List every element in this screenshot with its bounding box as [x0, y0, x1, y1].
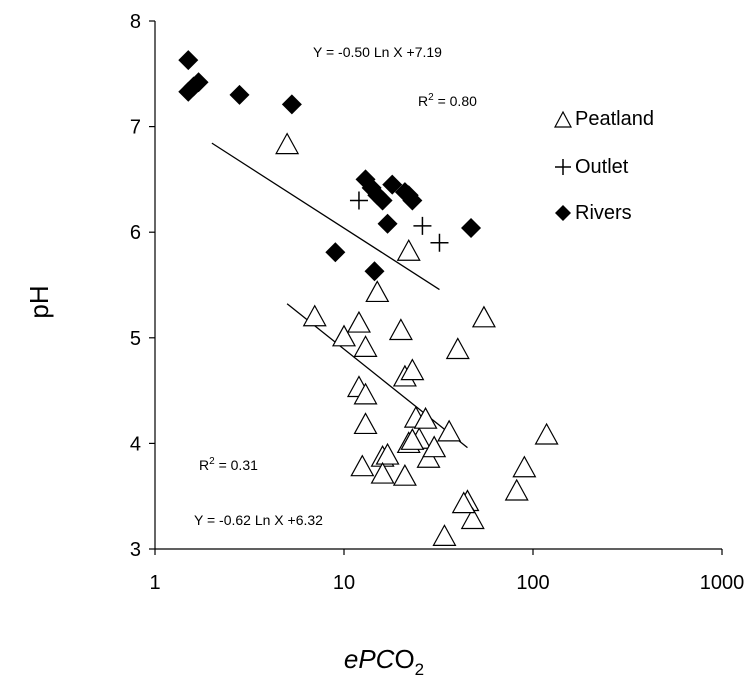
- peatland-point: [331, 324, 357, 347]
- peatland-point: [353, 382, 378, 405]
- legend-label-peatland: Peatland: [575, 108, 654, 130]
- y-tick-label: 6: [130, 222, 141, 244]
- peatland-point: [504, 478, 529, 501]
- river-point: [281, 94, 302, 115]
- legend-item-rivers: Rivers: [555, 202, 632, 224]
- peatland-point: [302, 304, 327, 327]
- legend-plus-marker: [555, 159, 571, 175]
- river-point: [461, 217, 482, 238]
- peatland-point: [365, 280, 390, 303]
- peatland-point: [413, 406, 438, 429]
- x-axis-title: ePCO2: [344, 644, 424, 679]
- peatland-point: [375, 442, 400, 465]
- peatland-point: [400, 358, 425, 381]
- y-tick-label: 8: [130, 11, 141, 33]
- r-squared-lower: R2 = 0.31: [199, 456, 258, 473]
- y-tick-label: 4: [130, 433, 141, 455]
- river-point: [229, 84, 250, 105]
- peatland-point: [350, 454, 375, 477]
- legend-item-peatland: Peatland: [554, 108, 654, 130]
- peatland-point: [346, 310, 371, 333]
- peatland-point: [392, 463, 417, 486]
- y-tick-label: 7: [130, 117, 141, 139]
- peatland-point: [437, 419, 462, 442]
- peatland-point: [460, 507, 485, 530]
- river-point: [364, 261, 385, 282]
- x-tick-label: 1000: [700, 572, 745, 594]
- river-point: [188, 72, 209, 93]
- peatland-point: [353, 335, 378, 357]
- peatland-point: [388, 318, 413, 341]
- river-point: [377, 213, 398, 234]
- peatland-point: [512, 455, 537, 478]
- peatland-point: [400, 428, 425, 450]
- peatland-point: [432, 524, 457, 546]
- x-tick-label: 10: [333, 572, 355, 594]
- river-point: [325, 242, 346, 263]
- trendline: [211, 142, 440, 291]
- series-peatland: [275, 132, 559, 546]
- legend-triangle-marker: [554, 110, 572, 128]
- r-squared-upper: R2 = 0.80: [418, 92, 477, 109]
- peatland-point: [275, 132, 300, 155]
- outlet-point: [430, 233, 449, 252]
- trendlines: [211, 142, 468, 449]
- peatland-point: [370, 461, 395, 484]
- legend-diamond-marker: [555, 205, 571, 221]
- river-point: [178, 50, 199, 71]
- plot-axes: [154, 21, 722, 550]
- data-points: [178, 50, 559, 546]
- river-point: [372, 190, 393, 211]
- series-rivers: [178, 50, 482, 282]
- outlet-point: [349, 191, 368, 210]
- peatland-point: [534, 422, 559, 445]
- y-tick-label: 5: [130, 328, 141, 350]
- trendline: [286, 303, 468, 449]
- equation-upper: Y = -0.50 Ln X +7.19: [313, 44, 442, 60]
- legend-label-rivers: Rivers: [575, 202, 632, 224]
- x-tick-label: 1: [149, 572, 160, 594]
- river-point: [382, 174, 403, 195]
- peatland-point: [396, 239, 421, 261]
- y-axis-title: pH: [24, 285, 54, 318]
- legend-label-outlet: Outlet: [575, 156, 629, 178]
- axis-ticks: 3 4 5 6 7 8 1 10 100 1000: [130, 11, 744, 594]
- equation-lower: Y = -0.62 Ln X +6.32: [194, 512, 323, 528]
- peatland-point: [471, 305, 496, 328]
- peatland-point: [353, 412, 378, 435]
- peatland-point: [445, 337, 470, 360]
- legend: Peatland Outlet Rivers: [554, 108, 654, 224]
- peatland-point: [422, 435, 447, 458]
- y-tick-label: 3: [130, 539, 141, 561]
- peatland-point: [451, 491, 476, 514]
- river-point: [402, 190, 423, 211]
- legend-item-outlet: Outlet: [555, 156, 629, 178]
- x-tick-label: 100: [516, 572, 549, 594]
- series-outlet: [349, 191, 449, 252]
- outlet-point: [413, 216, 432, 235]
